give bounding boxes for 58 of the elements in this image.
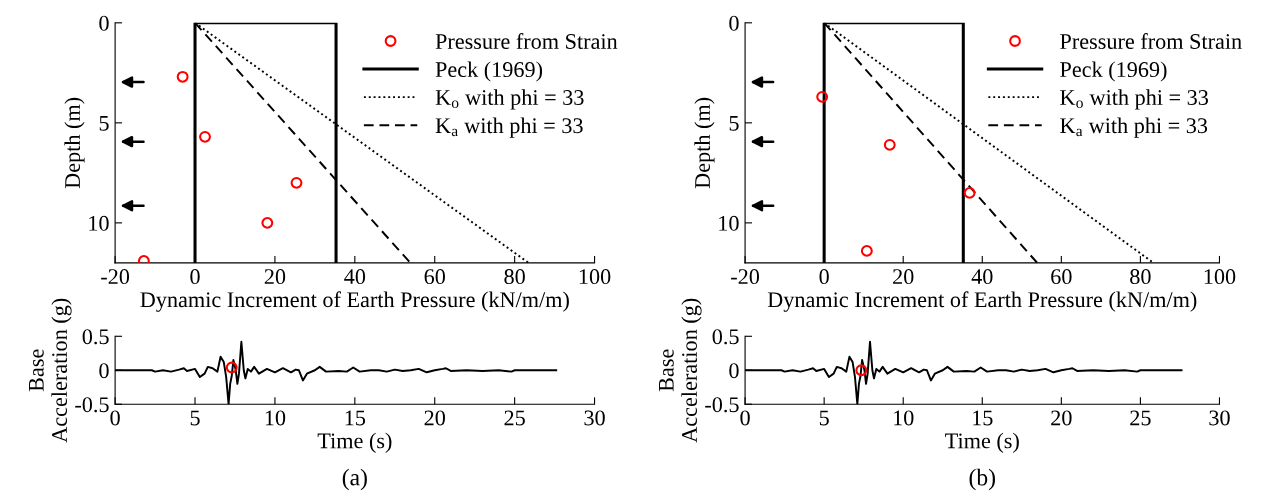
x-tick-label: 0: [740, 410, 750, 426]
x-tick-label: 40: [971, 269, 993, 285]
legend-label: K$_{a}$ with phi = 33: [435, 117, 583, 138]
x-tick-label: 5: [190, 410, 200, 426]
legend-label: Pressure from Strain: [1060, 33, 1242, 49]
text: (a): [342, 468, 367, 491]
x-tick-label: 10: [894, 410, 914, 426]
y-axis-title: Depth (m): [694, 97, 715, 189]
x-tick-label: 80: [1130, 269, 1151, 285]
x-tick-label: 15: [973, 410, 993, 426]
x-tick-label: 20: [1051, 410, 1072, 426]
y-tick-label: 10: [719, 215, 739, 231]
y-tick-label: 0: [729, 363, 739, 379]
y-tick-label: 10: [89, 215, 109, 231]
x-tick-label: 20: [424, 410, 445, 426]
y-tick-label: -0.5: [75, 397, 109, 413]
legend-label: Pressure from Strain: [435, 33, 618, 49]
x-tick-label: 5: [819, 410, 829, 426]
y-tick-label: -0.5: [705, 397, 739, 413]
x-axis-title: Dynamic Increment of Earth Pressure (kN/m/m): [767, 291, 1197, 312]
x-axis-title: Time (s): [317, 432, 392, 453]
x-tick-label: 25: [1130, 410, 1151, 426]
y-axis-title: Base Acceleration (g): [29, 298, 72, 443]
x-tick-label: 100: [1204, 269, 1236, 285]
x-tick-label: 20: [264, 269, 286, 285]
x-tick-label: 0: [190, 269, 200, 285]
x-tick-label: 80: [504, 269, 525, 285]
x-tick-label: 10: [265, 410, 286, 426]
x-tick-label: 15: [345, 410, 366, 426]
legend-label: Peck (1969): [435, 61, 543, 82]
y-tick-label: 0: [99, 363, 109, 379]
x-tick-label: 40: [344, 269, 366, 285]
y-tick-label: 0: [99, 15, 109, 31]
y-axis-title: Base Acceleration (g): [658, 298, 702, 443]
x-tick-label: 100: [579, 269, 611, 285]
legend-label: Peck (1969): [1060, 61, 1167, 82]
y-tick-label: 5: [99, 116, 109, 131]
x-tick-label: 30: [584, 410, 605, 426]
x-tick-label: 60: [424, 269, 445, 285]
y-tick-label: 0: [729, 15, 739, 31]
text: (b): [969, 468, 995, 491]
legend-label: K$_{o}$ with phi = 33: [1060, 89, 1208, 110]
legend-label: K$_{a}$ with phi = 33: [1060, 117, 1208, 138]
x-tick-label: 60: [1051, 269, 1072, 285]
legend-label: K$_{o}$ with phi = 33: [435, 89, 584, 110]
x-tick-label: -20: [731, 269, 760, 285]
x-tick-label: 20: [893, 269, 914, 285]
x-tick-label: 0: [110, 410, 120, 426]
x-tick-label: 0: [819, 269, 829, 285]
y-tick-label: 0.5: [712, 329, 739, 345]
x-axis-title: Time (s): [945, 432, 1019, 453]
y-axis-title: Depth (m): [64, 97, 85, 189]
x-tick-label: -20: [101, 269, 130, 285]
x-tick-label: 25: [504, 410, 525, 426]
x-axis-title: Dynamic Increment of Earth Pressure (kN/m/m): [140, 291, 569, 312]
x-tick-label: 30: [1209, 410, 1230, 426]
y-tick-label: 0.5: [82, 329, 109, 345]
y-tick-label: 5: [729, 116, 739, 131]
